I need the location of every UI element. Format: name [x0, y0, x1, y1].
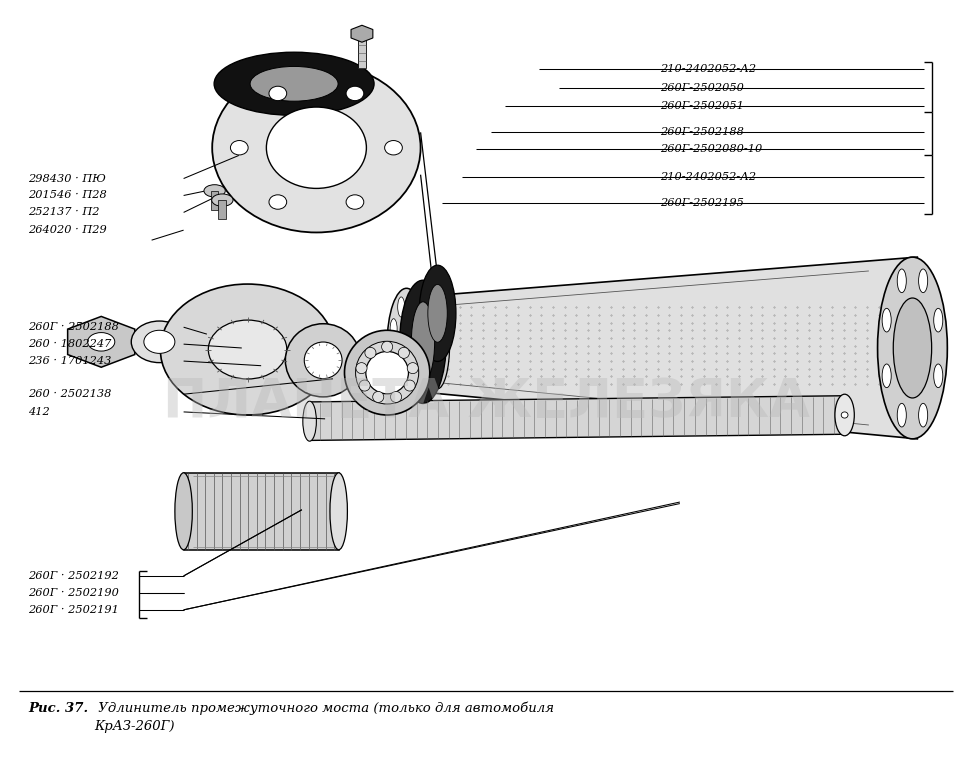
Ellipse shape — [411, 301, 434, 382]
Ellipse shape — [390, 318, 398, 339]
Text: 298430 · ПЮ: 298430 · ПЮ — [28, 174, 106, 183]
Polygon shape — [310, 396, 845, 441]
Ellipse shape — [883, 364, 891, 387]
Ellipse shape — [841, 412, 848, 418]
Text: 260 · 2502138: 260 · 2502138 — [28, 389, 112, 399]
Ellipse shape — [87, 332, 115, 351]
Ellipse shape — [230, 141, 248, 155]
Polygon shape — [403, 257, 918, 439]
Ellipse shape — [419, 265, 456, 362]
Ellipse shape — [407, 363, 418, 373]
Ellipse shape — [269, 87, 287, 100]
Text: Рис. 37.: Рис. 37. — [28, 702, 88, 715]
Ellipse shape — [144, 330, 175, 353]
Text: 260Г · 2502192: 260Г · 2502192 — [28, 571, 120, 581]
Ellipse shape — [303, 401, 317, 441]
Ellipse shape — [365, 352, 408, 393]
Text: 236 · 1701243: 236 · 1701243 — [28, 356, 112, 366]
Ellipse shape — [212, 194, 233, 206]
Ellipse shape — [214, 53, 374, 115]
Polygon shape — [68, 316, 135, 367]
Ellipse shape — [897, 404, 906, 427]
Ellipse shape — [304, 342, 342, 379]
Ellipse shape — [934, 308, 943, 332]
Ellipse shape — [399, 347, 409, 359]
Ellipse shape — [269, 195, 287, 209]
Polygon shape — [351, 26, 373, 43]
Bar — [358, 34, 365, 68]
Text: Удлинитель промежуточного моста (только для автомобиля: Удлинитель промежуточного моста (только … — [94, 702, 554, 715]
Text: 260Г-2502195: 260Г-2502195 — [660, 198, 745, 208]
Ellipse shape — [398, 297, 404, 317]
Ellipse shape — [835, 394, 854, 436]
Text: 264020 · П29: 264020 · П29 — [28, 225, 107, 235]
Ellipse shape — [878, 257, 948, 439]
Text: 260Г-2502050: 260Г-2502050 — [660, 83, 745, 93]
Ellipse shape — [428, 284, 447, 342]
Ellipse shape — [390, 349, 398, 369]
Ellipse shape — [364, 347, 376, 359]
Text: КрАЗ-260Г): КрАЗ-260Г) — [94, 720, 175, 734]
Text: 210-2402052-А2: 210-2402052-А2 — [660, 64, 756, 74]
Ellipse shape — [416, 318, 423, 339]
Ellipse shape — [382, 342, 393, 352]
Text: 260Г-2502188: 260Г-2502188 — [660, 128, 745, 138]
Ellipse shape — [204, 185, 226, 197]
Ellipse shape — [346, 195, 364, 209]
Ellipse shape — [387, 288, 426, 400]
Bar — [211, 191, 219, 210]
Ellipse shape — [426, 299, 450, 389]
Text: 210-2402052-А2: 210-2402052-А2 — [660, 172, 756, 182]
Ellipse shape — [208, 320, 287, 379]
Text: 252137 · П2: 252137 · П2 — [28, 207, 100, 217]
Ellipse shape — [266, 107, 366, 189]
Ellipse shape — [416, 349, 423, 369]
Ellipse shape — [160, 284, 334, 415]
Ellipse shape — [399, 280, 446, 404]
Bar — [184, 473, 338, 550]
Text: 260Г · 2502191: 260Г · 2502191 — [28, 604, 120, 615]
Ellipse shape — [356, 363, 367, 373]
Ellipse shape — [356, 342, 419, 404]
Ellipse shape — [391, 391, 401, 403]
Ellipse shape — [398, 371, 404, 391]
Ellipse shape — [408, 297, 415, 317]
Text: 260Г · 2502188: 260Г · 2502188 — [28, 322, 120, 332]
Ellipse shape — [893, 298, 931, 398]
Ellipse shape — [919, 404, 927, 427]
Text: 260Г-2502080-10: 260Г-2502080-10 — [660, 145, 763, 155]
Ellipse shape — [883, 308, 891, 332]
Ellipse shape — [286, 324, 361, 397]
Ellipse shape — [359, 380, 370, 391]
Ellipse shape — [330, 473, 347, 550]
Text: 260Г-2502051: 260Г-2502051 — [660, 101, 745, 111]
Ellipse shape — [175, 473, 192, 550]
Bar — [219, 200, 226, 220]
Ellipse shape — [212, 63, 421, 233]
Ellipse shape — [346, 87, 364, 100]
Text: 201546 · П28: 201546 · П28 — [28, 190, 107, 200]
Ellipse shape — [404, 380, 415, 391]
Text: ПЛАНЕТА ЖЕЛЕЗЯКА: ПЛАНЕТА ЖЕЛЕЗЯКА — [162, 376, 810, 428]
Ellipse shape — [344, 330, 430, 415]
Ellipse shape — [934, 364, 943, 387]
Ellipse shape — [408, 371, 415, 391]
Ellipse shape — [385, 141, 402, 155]
Text: 260 · 1802247: 260 · 1802247 — [28, 339, 112, 349]
Ellipse shape — [250, 66, 338, 101]
Text: 260Г · 2502190: 260Г · 2502190 — [28, 588, 120, 598]
Ellipse shape — [897, 269, 906, 293]
Ellipse shape — [919, 269, 927, 293]
Ellipse shape — [372, 391, 384, 403]
Text: 412: 412 — [28, 407, 51, 417]
Ellipse shape — [131, 321, 188, 363]
